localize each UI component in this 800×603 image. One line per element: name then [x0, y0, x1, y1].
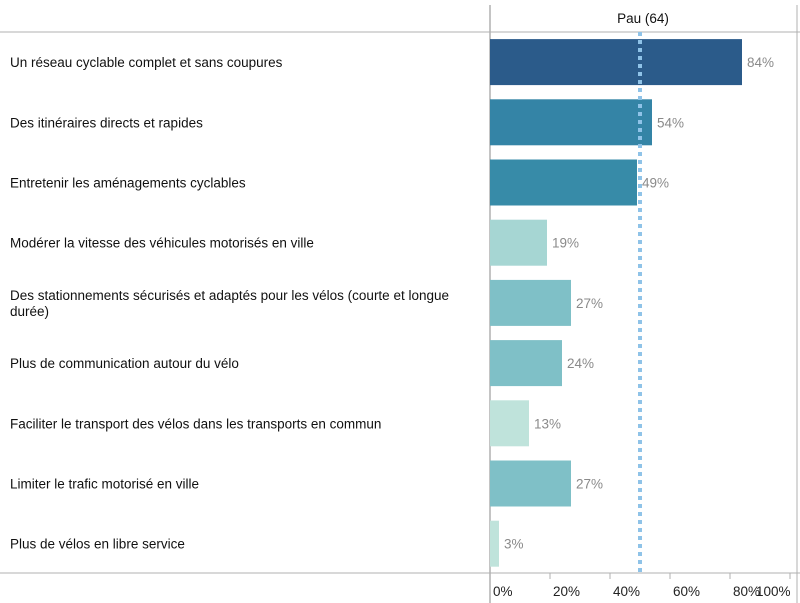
- value-label: 3%: [504, 537, 524, 552]
- category-label-line: Plus de communication autour du vélo: [10, 356, 239, 371]
- category-label: Faciliter le transport des vélos dans le…: [10, 416, 381, 431]
- bar: [490, 159, 637, 206]
- category-label: Plus de vélos en libre service: [10, 537, 185, 552]
- value-label: 54%: [657, 115, 684, 130]
- x-tick-label: 20%: [553, 584, 580, 599]
- panel-title: Pau (64): [617, 11, 669, 26]
- category-label-line: Faciliter le transport des vélos dans le…: [10, 416, 381, 431]
- x-tick-label: 60%: [673, 584, 700, 599]
- bar: [490, 279, 571, 326]
- category-label-line: Modérer la vitesse des véhicules motoris…: [10, 236, 314, 251]
- category-label-line: durée): [10, 304, 49, 319]
- bar: [490, 520, 499, 567]
- category-label-line: Entretenir les aménagements cyclables: [10, 176, 246, 191]
- x-tick-label: 100%: [756, 584, 791, 599]
- value-labels: 84% 54% 49% 19% 27% 24% 13% 27% 3%: [504, 55, 774, 552]
- bar: [490, 460, 571, 507]
- category-labels: Un réseau cyclable complet et sans coupu…: [10, 55, 449, 552]
- bar: [490, 39, 742, 86]
- category-label-line: Limiter le trafic motorisé en ville: [10, 477, 199, 492]
- category-label: Plus de communication autour du vélo: [10, 356, 239, 371]
- bar: [490, 340, 562, 387]
- category-label-line: Des itinéraires directs et rapides: [10, 115, 203, 130]
- value-label: 84%: [747, 55, 774, 70]
- value-label: 27%: [576, 477, 603, 492]
- chart-frame: [0, 5, 800, 603]
- category-label: Entretenir les aménagements cyclables: [10, 176, 246, 191]
- category-label: Des stationnements sécurisés et adaptés …: [10, 288, 449, 319]
- value-label: 19%: [552, 236, 579, 251]
- x-tick-label: 40%: [613, 584, 640, 599]
- value-label: 49%: [642, 176, 669, 191]
- bar: [490, 99, 652, 146]
- x-tick-label: 0%: [493, 584, 513, 599]
- category-label-line: Un réseau cyclable complet et sans coupu…: [10, 55, 283, 70]
- bar: [490, 400, 529, 447]
- value-label: 13%: [534, 416, 561, 431]
- value-label: 27%: [576, 296, 603, 311]
- category-label: Modérer la vitesse des véhicules motoris…: [10, 236, 314, 251]
- value-label: 24%: [567, 356, 594, 371]
- category-label-line: Plus de vélos en libre service: [10, 537, 185, 552]
- x-axis-ticks: 0% 20% 40% 60% 80%100%: [489, 573, 791, 599]
- category-label: Des itinéraires directs et rapides: [10, 115, 203, 130]
- category-label: Limiter le trafic motorisé en ville: [10, 477, 199, 492]
- category-label: Un réseau cyclable complet et sans coupu…: [10, 55, 283, 70]
- category-label-line: Des stationnements sécurisés et adaptés …: [10, 288, 449, 303]
- bar: [490, 219, 547, 266]
- x-tick-label: 80%: [733, 584, 760, 599]
- bars: [490, 39, 742, 567]
